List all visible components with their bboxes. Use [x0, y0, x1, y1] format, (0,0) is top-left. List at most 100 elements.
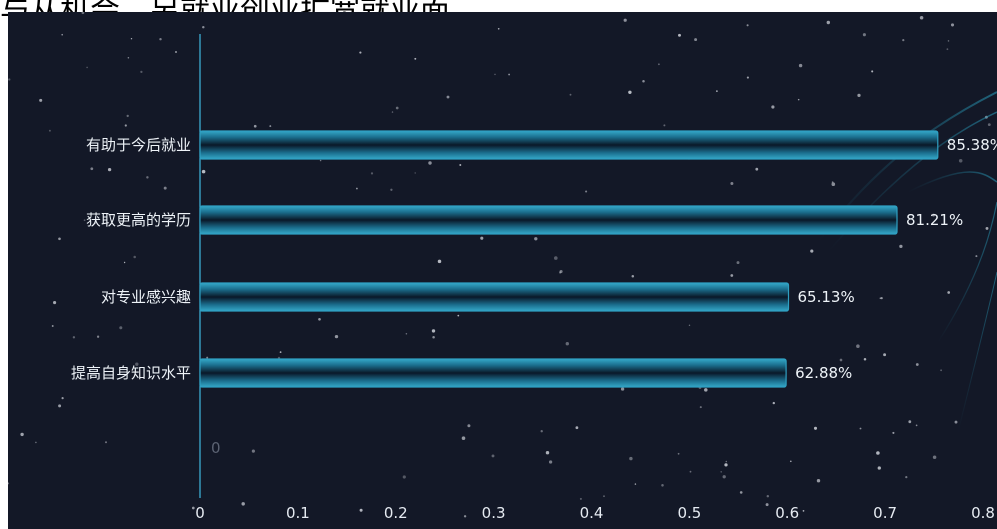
- star-dot: [699, 406, 702, 409]
- star-dot: [789, 460, 792, 463]
- star-dot: [414, 172, 416, 174]
- star-dot: [975, 255, 978, 258]
- star-dot: [432, 335, 435, 339]
- star-dot: [950, 23, 955, 27]
- star-dot: [391, 111, 394, 113]
- star-dot: [175, 51, 177, 53]
- star-dot: [678, 33, 681, 37]
- star-dot: [402, 475, 406, 479]
- star-dot: [494, 73, 496, 76]
- star-dot: [39, 98, 43, 102]
- star-dot: [58, 237, 61, 241]
- star-dot: [319, 159, 322, 162]
- star-dot: [915, 424, 918, 427]
- star-dot: [334, 334, 339, 339]
- star-dot: [48, 129, 51, 132]
- star-dot: [35, 441, 37, 444]
- star-dot: [405, 332, 408, 335]
- x-tick-label: 0.7: [873, 504, 897, 522]
- star-dot: [871, 70, 874, 73]
- star-dot: [765, 503, 769, 507]
- star-dot: [629, 456, 633, 461]
- category-label: 提高自身知识水平: [71, 364, 191, 382]
- star-dot: [642, 80, 645, 83]
- star-dot: [766, 494, 770, 498]
- star-dot: [947, 40, 950, 42]
- star-dot: [736, 261, 740, 265]
- x-tick-label: 0.5: [677, 504, 701, 522]
- star-dot: [716, 90, 718, 92]
- star-dot: [96, 335, 100, 338]
- star-dot: [467, 424, 471, 428]
- star-dot: [772, 401, 775, 405]
- star-dot: [813, 426, 818, 430]
- star-dot: [831, 182, 836, 186]
- star-dot: [946, 48, 949, 51]
- star-dot: [559, 269, 563, 274]
- star-dot: [135, 362, 139, 366]
- bar-3: [199, 282, 790, 312]
- star-dot: [548, 460, 553, 464]
- star-dot: [457, 314, 460, 317]
- x-tick-label: 0.6: [775, 504, 799, 522]
- star-dot: [414, 57, 417, 60]
- star-dot: [947, 291, 951, 294]
- star-dot: [704, 388, 708, 392]
- star-dot: [94, 222, 97, 224]
- star-dot: [90, 167, 94, 171]
- star-dot: [51, 325, 54, 327]
- star-dot: [623, 18, 627, 22]
- star-dot: [146, 176, 149, 179]
- category-label: 获取更高的学历: [86, 211, 191, 229]
- category-label: 对专业感兴趣: [101, 288, 191, 306]
- star-dot: [879, 297, 882, 300]
- stray-zero-label: 0: [211, 439, 221, 457]
- star-dot: [119, 326, 123, 330]
- star-dot: [658, 63, 660, 66]
- value-label: 62.88%: [795, 364, 852, 382]
- star-dot: [545, 450, 550, 455]
- star-dot: [899, 244, 903, 249]
- star-dot: [461, 436, 466, 440]
- bar-4: [199, 358, 787, 388]
- star-dot: [569, 93, 572, 96]
- star-dot: [130, 38, 133, 40]
- star-dot: [53, 301, 57, 305]
- star-dot: [746, 24, 749, 27]
- star-dot: [253, 124, 257, 128]
- star-dot: [802, 510, 805, 512]
- star-dot: [508, 73, 511, 76]
- x-tick-label: 0: [195, 504, 205, 522]
- star-dot: [202, 25, 205, 29]
- star-dot: [163, 186, 167, 190]
- star-dot: [856, 344, 860, 348]
- star-dot: [634, 483, 637, 485]
- value-label: 81.21%: [906, 211, 963, 229]
- star-dot: [798, 63, 803, 68]
- star-dot: [797, 98, 800, 101]
- star-dot: [739, 491, 743, 494]
- star-dot: [826, 20, 830, 25]
- star-dot: [359, 508, 363, 512]
- star-dot: [105, 441, 107, 444]
- star-dot: [730, 182, 734, 185]
- star-dot: [829, 372, 833, 376]
- star-dot: [431, 329, 436, 333]
- starfield-decoration: [8, 12, 991, 518]
- star-dot: [839, 358, 843, 362]
- star-dot: [133, 255, 136, 259]
- star-dot: [725, 460, 728, 463]
- star-dot: [446, 95, 450, 99]
- star-dot: [730, 274, 734, 277]
- star-dot: [497, 27, 500, 30]
- star-dot: [958, 159, 963, 163]
- star-dot: [241, 502, 245, 506]
- value-label: 65.13%: [798, 288, 855, 306]
- star-dot: [201, 169, 206, 174]
- star-dot: [940, 369, 942, 372]
- star-dot: [206, 356, 209, 359]
- star-dot: [883, 353, 887, 357]
- star-dot: [579, 497, 582, 500]
- star-dot: [61, 33, 63, 36]
- star-dot: [694, 38, 698, 42]
